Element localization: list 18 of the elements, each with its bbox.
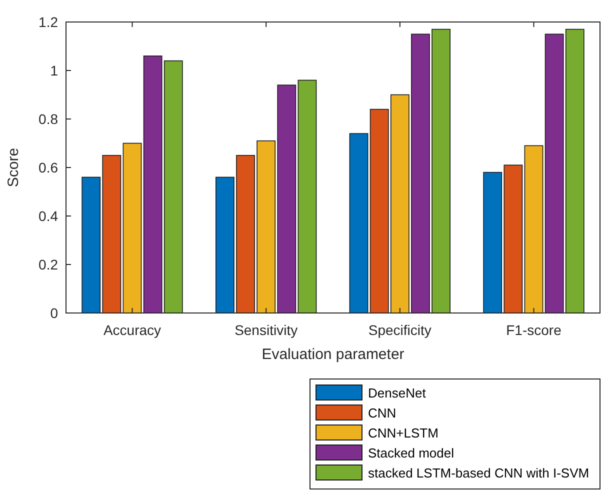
x-tick-label: F1-score — [506, 322, 562, 338]
x-axis-title: Evaluation parameter — [262, 346, 404, 363]
legend-label: DenseNet — [368, 386, 426, 401]
x-tick-label: Sensitivity — [234, 322, 298, 338]
x-tick-label: Accuracy — [103, 322, 162, 338]
y-tick-label: 0.8 — [38, 110, 58, 127]
y-tick-label: 0.2 — [38, 256, 58, 272]
y-tick-label: 0.4 — [38, 208, 58, 224]
y-tick-label: 0 — [50, 304, 58, 321]
legend-label: CNN — [368, 406, 396, 421]
y-tick-label: 1.2 — [38, 14, 58, 30]
y-axis-title: Score — [5, 148, 22, 188]
x-tick-label: Specificity — [368, 322, 432, 338]
legend-label: CNN+LSTM — [368, 426, 438, 441]
legend-label: stacked LSTM-based CNN with I-SVM — [368, 466, 590, 481]
y-tick-label: 1 — [50, 62, 58, 78]
y-tick-label: 0.6 — [38, 159, 58, 176]
legend-label: Stacked model — [368, 446, 454, 461]
